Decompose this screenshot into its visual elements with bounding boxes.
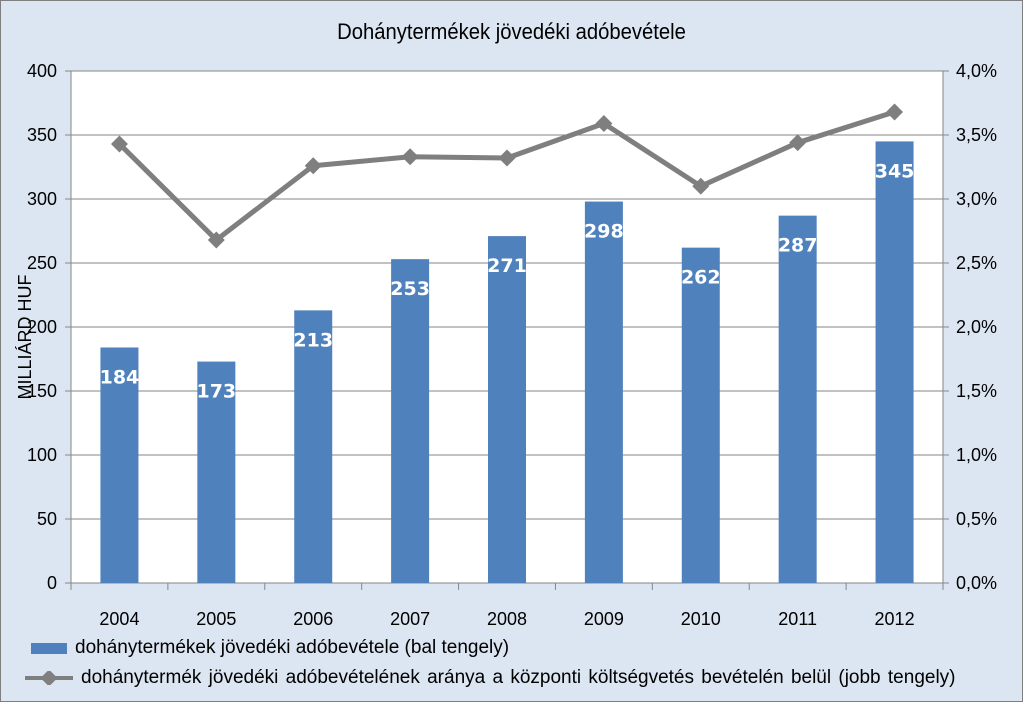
line-point-marker xyxy=(789,134,807,152)
x-tick-label: 2010 xyxy=(681,609,721,629)
bar xyxy=(778,215,817,583)
left-tick-label: 300 xyxy=(27,189,57,209)
line-point-marker xyxy=(692,177,710,195)
bar-data-label: 271 xyxy=(487,255,527,277)
x-tick-label: 2008 xyxy=(487,609,527,629)
left-tick-label: 250 xyxy=(27,253,57,273)
right-tick-label: 2,5% xyxy=(956,253,997,273)
right-tick-label: 0,5% xyxy=(956,509,997,529)
right-tick-label: 3,0% xyxy=(956,189,997,209)
line-point-marker xyxy=(401,148,419,166)
bar-data-label: 298 xyxy=(584,221,624,243)
x-tick-label: 2005 xyxy=(196,609,236,629)
legend: dohánytermékek jövedéki adóbevétele (bal… xyxy=(25,633,1015,693)
bar xyxy=(197,361,236,583)
right-tick-label: 0,0% xyxy=(956,573,997,593)
legend-line-label: dohánytermék jövedéki adóbevételének ará… xyxy=(81,667,956,688)
x-tick-label: 2012 xyxy=(875,609,915,629)
bar-data-label: 213 xyxy=(293,329,333,351)
legend-line-swatch xyxy=(25,671,73,685)
bar xyxy=(584,201,623,583)
x-tick-label: 2009 xyxy=(584,609,624,629)
bar xyxy=(488,236,526,583)
bar xyxy=(681,247,720,583)
legend-item-bars: dohánytermékek jövedéki adóbevétele (bal… xyxy=(25,633,1015,663)
left-tick-label: 50 xyxy=(37,509,57,529)
line-point-marker xyxy=(110,135,128,153)
bar-data-label: 262 xyxy=(681,267,721,289)
line-point-marker xyxy=(304,157,322,175)
legend-bar-swatch xyxy=(31,642,67,654)
line-point-marker xyxy=(886,103,904,121)
x-tick-label: 2004 xyxy=(99,609,139,629)
left-tick-label: 150 xyxy=(27,381,57,401)
bar-data-label: 287 xyxy=(778,235,818,257)
chart-svg: 0 50 100 150 200 250 300 350 400 0,0% 0,5% 1,0% 1,5%… xyxy=(15,61,997,629)
bar-data-label: 173 xyxy=(196,381,236,403)
right-tick-label: 3,5% xyxy=(956,125,997,145)
right-tick-label: 2,0% xyxy=(956,317,997,337)
right-tick-label: 1,0% xyxy=(956,445,997,465)
line-point-marker xyxy=(207,231,225,249)
line-point-marker xyxy=(498,149,516,167)
left-tick-label: 350 xyxy=(27,125,57,145)
x-tick-label: 2007 xyxy=(390,609,430,629)
bar-data-label: 253 xyxy=(390,278,430,300)
chart-title: Dohánytermékek jövedéki adóbevétele xyxy=(337,19,686,44)
bar-data-label: 184 xyxy=(100,366,140,388)
bar xyxy=(100,347,139,583)
legend-item-line: dohánytermék jövedéki adóbevételének ará… xyxy=(25,663,1015,693)
left-tick-label: 200 xyxy=(27,317,57,337)
left-tick-label: 100 xyxy=(27,445,57,465)
legend-bar-label: dohánytermékek jövedéki adóbevétele (bal… xyxy=(75,637,510,658)
right-tick-label: 1,5% xyxy=(956,381,997,401)
left-tick-label: 400 xyxy=(27,61,57,81)
right-tick-label: 4,0% xyxy=(956,61,997,81)
x-tick-label: 2006 xyxy=(293,609,333,629)
bar xyxy=(294,310,333,583)
x-tick-label: 2011 xyxy=(778,609,817,629)
bar-data-label: 345 xyxy=(875,160,915,182)
line-point-marker xyxy=(595,114,613,132)
bar xyxy=(391,259,430,583)
bar xyxy=(875,141,914,583)
y-axis-title: MILLIÁRD HUF xyxy=(15,274,35,399)
left-tick-label: 0 xyxy=(47,573,57,593)
